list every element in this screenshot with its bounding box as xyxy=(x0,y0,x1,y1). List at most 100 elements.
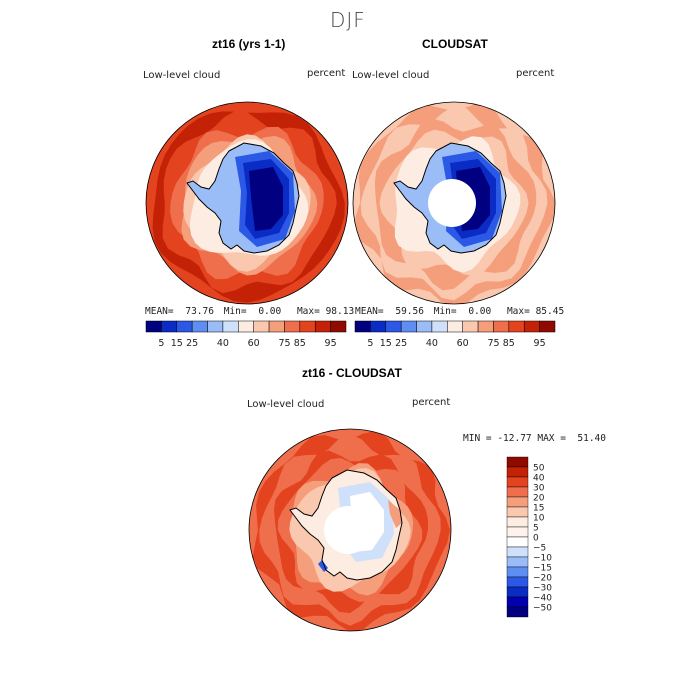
panel2-colorbar-tick-label: 75 xyxy=(487,338,499,349)
panel3-colorbar-swatch xyxy=(506,486,529,498)
panel1-colorbar-swatch xyxy=(176,320,193,333)
panel3-colorbar-tick-label: −15 xyxy=(533,564,552,574)
panel2-colorbar-swatch xyxy=(416,320,433,333)
panel2-colorbar-tick-label: 15 xyxy=(380,338,392,349)
panel2-colorbar-swatch xyxy=(385,320,402,333)
panel2-map-field xyxy=(353,102,555,304)
panel1-map-field xyxy=(146,102,348,304)
panel3-colorbar-tick-label: 5 xyxy=(533,524,539,534)
panel3-map-border xyxy=(248,428,452,632)
panel2-colorbar-swatch xyxy=(523,320,540,333)
panel3-colorbar-swatch xyxy=(506,496,529,508)
panel2-colorbar-tick-label: 40 xyxy=(426,338,438,349)
panel3-colorbar-tick-label: 40 xyxy=(533,474,545,484)
panel2-colorbar-swatch xyxy=(370,320,387,333)
panel3-colorbar-swatch xyxy=(506,566,529,578)
panel1-mean-label: MEAN= xyxy=(145,306,174,317)
panel3-colorbar-tick-label: −50 xyxy=(533,604,552,614)
panel2-colorbar-tick-label: 60 xyxy=(457,338,469,349)
panel2-colorbar: 5 15 25 40 60 75 85 95 xyxy=(354,320,556,349)
season-title: DJF xyxy=(330,8,366,32)
panel3-colorbar-tick-label: 10 xyxy=(533,514,545,524)
panel3-title: zt16 - CLOUDSAT xyxy=(302,366,402,380)
panel2-colorbar-tick-label: 25 xyxy=(395,338,407,349)
panel2-min-value: 0.00 xyxy=(468,306,492,317)
panel2-title: CLOUDSAT xyxy=(422,37,488,51)
panel1-colorbar-swatch xyxy=(145,320,162,333)
panel1-colorbar-swatch xyxy=(268,320,285,333)
panel3-colorbar-swatch xyxy=(506,516,529,528)
panel1-colorbar-swatch xyxy=(314,320,331,333)
panel2-colorbar-tick-label: 85 xyxy=(503,338,515,349)
panel3-colorbar-swatch xyxy=(506,596,529,608)
panel2-colorbar-swatch xyxy=(431,320,448,333)
panel3-field-label: Low-level cloud xyxy=(247,399,325,410)
panel1-min-value: 0.00 xyxy=(258,306,282,317)
panel1-colorbar-swatch xyxy=(207,320,224,333)
panel1-colorbar-swatch xyxy=(330,320,347,333)
panel1-colorbar-tick-label: 40 xyxy=(217,338,229,349)
panel1-field-label: Low-level cloud xyxy=(143,70,221,81)
panel1-min-label: Min= xyxy=(223,306,247,317)
panel1-map-antarctica xyxy=(186,142,300,254)
panel1-colorbar-tick-label: 5 xyxy=(158,338,164,349)
panel2-colorbar-swatch xyxy=(447,320,463,333)
panel3-colorbar-swatch xyxy=(506,466,529,478)
panel3-map-field xyxy=(249,429,451,631)
panel2-field-label: Low-level cloud xyxy=(352,70,430,81)
panel3-colorbar-swatch xyxy=(506,606,529,618)
panel2-polar-map xyxy=(352,101,556,305)
panel1-stats: MEAN= 73.76 Min= 0.00 Max= 98.13 xyxy=(145,306,354,317)
panel2-mean-value: 59.56 xyxy=(395,306,424,317)
panel2-min-label: Min= xyxy=(433,306,457,317)
panel1-colorbar-swatch xyxy=(284,320,301,333)
panel1-colorbar: 5 15 25 40 60 75 85 95 xyxy=(145,320,347,349)
panel2-colorbar-swatch xyxy=(493,320,510,333)
panel2-max-value: 85.45 xyxy=(535,306,565,317)
panel1-title: zt16 (yrs 1-1) xyxy=(212,37,286,51)
panel1-max-label: Max= xyxy=(296,306,320,317)
panel3-colorbar-tick-label: −20 xyxy=(533,574,552,584)
panel3-colorbar-tick-label: −30 xyxy=(533,584,552,594)
panel3-colorbar-swatch xyxy=(506,586,529,598)
panel1-colorbar-tick-label: 60 xyxy=(248,338,260,349)
panel3-colorbar-tick-label: 15 xyxy=(533,504,544,514)
panel2-colorbar-swatch xyxy=(400,320,417,333)
panel2-map-border xyxy=(352,101,556,305)
panel1-colorbar-tick-label: 85 xyxy=(294,338,306,349)
panel2-unit-label: percent xyxy=(516,68,555,79)
panel1-unit-label: percent xyxy=(307,68,346,79)
panel3-colorbar-tick-label: −40 xyxy=(533,594,552,604)
panel1-colorbar-swatch xyxy=(191,320,208,333)
panel3-colorbar-tick-label: 50 xyxy=(533,464,545,474)
panel3-colorbar-swatch xyxy=(506,476,529,488)
panel2-colorbar-swatch xyxy=(508,320,525,333)
panel1-max-value: 98.13 xyxy=(325,306,355,317)
panel2-max-label: Max= xyxy=(506,306,530,317)
panel2-colorbar-swatch xyxy=(354,320,371,333)
panel2-colorbar-tick-label: 5 xyxy=(367,338,373,349)
panel3-colorbar-swatch xyxy=(506,536,529,548)
panel3-colorbar-swatch xyxy=(506,506,529,518)
panel3-colorbar-swatch xyxy=(506,456,529,468)
panel1-colorbar-tick-label: 75 xyxy=(278,338,290,349)
panel1-colorbar-swatch xyxy=(299,320,316,333)
panel1-map-border xyxy=(145,101,349,305)
panel3-polar-map xyxy=(248,428,452,632)
panel2-colorbar-tick-label: 95 xyxy=(534,338,546,349)
panel3-colorbar-tick-label: −5 xyxy=(533,544,546,554)
panel3-colorbar-tick-label: 0 xyxy=(533,534,539,544)
panel1-polar-map xyxy=(145,101,349,305)
panel3-map-missing-data-hole xyxy=(324,506,372,554)
panel2-map-missing-data-hole xyxy=(428,179,476,227)
panel1-colorbar-swatch xyxy=(253,320,270,333)
panel1-colorbar-swatch xyxy=(161,320,178,333)
panel1-colorbar-tick-label: 95 xyxy=(325,338,337,349)
panel3-colorbar-tick-label: 30 xyxy=(533,484,545,494)
panel2-colorbar-swatch xyxy=(477,320,494,333)
panel3-unit-label: percent xyxy=(412,397,451,408)
panel3-colorbar-swatch xyxy=(506,546,529,558)
panel3-colorbar-swatch xyxy=(506,576,529,588)
panel1-colorbar-swatch xyxy=(222,320,239,333)
